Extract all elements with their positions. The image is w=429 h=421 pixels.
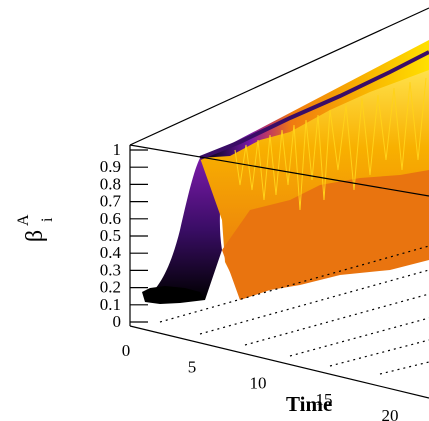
z-tick-label: 0.2 xyxy=(100,278,121,297)
x-tick-label: 0 xyxy=(122,341,131,360)
surface-ridge-sheet xyxy=(200,40,429,170)
z-tick-label: 1 xyxy=(113,140,122,159)
x-axis-title: Time xyxy=(286,392,332,416)
x-axis-tick-labels: 0 5 10 15 20 xyxy=(122,341,399,421)
z-axis-tick-labels: 00.10.20.30.40.50.60.70.80.91 xyxy=(100,140,122,331)
z-tick-label: 0.6 xyxy=(100,209,121,228)
surface-front-floor xyxy=(222,170,429,300)
z-title-superscript: A xyxy=(15,214,32,226)
x-tick-label: 5 xyxy=(188,357,197,376)
surface-mesh xyxy=(142,40,429,304)
z-tick-label: 0.1 xyxy=(100,295,121,314)
axis-box-front xyxy=(129,144,429,399)
z-tick-label: 0.5 xyxy=(100,226,121,245)
x-tick-label: 20 xyxy=(382,406,399,421)
surface-start-plateau xyxy=(142,286,205,304)
z-axis-title: β A i xyxy=(15,214,56,242)
z-tick-label: 0.4 xyxy=(100,243,122,262)
z-title-base: β xyxy=(22,230,48,242)
svg-text:A: A xyxy=(15,214,32,226)
surface-top-edge xyxy=(199,50,429,160)
z-tick-label: 0 xyxy=(113,312,122,331)
z-tick-label: 0.3 xyxy=(100,260,121,279)
surface-rise-face xyxy=(145,158,225,300)
x-tick-label: 15 xyxy=(316,390,333,409)
surface-spikes xyxy=(234,77,427,211)
z-axis-ticks xyxy=(130,149,148,323)
x-tick-label: 10 xyxy=(250,374,267,393)
z-title-subscript: i xyxy=(39,217,56,222)
z-tick-label: 0.9 xyxy=(100,157,121,176)
svg-text:i: i xyxy=(39,217,56,222)
z-tick-label: 0.7 xyxy=(100,192,122,211)
floor-grid xyxy=(159,245,429,375)
svg-text:β: β xyxy=(22,230,48,242)
z-tick-label: 0.8 xyxy=(100,174,121,193)
